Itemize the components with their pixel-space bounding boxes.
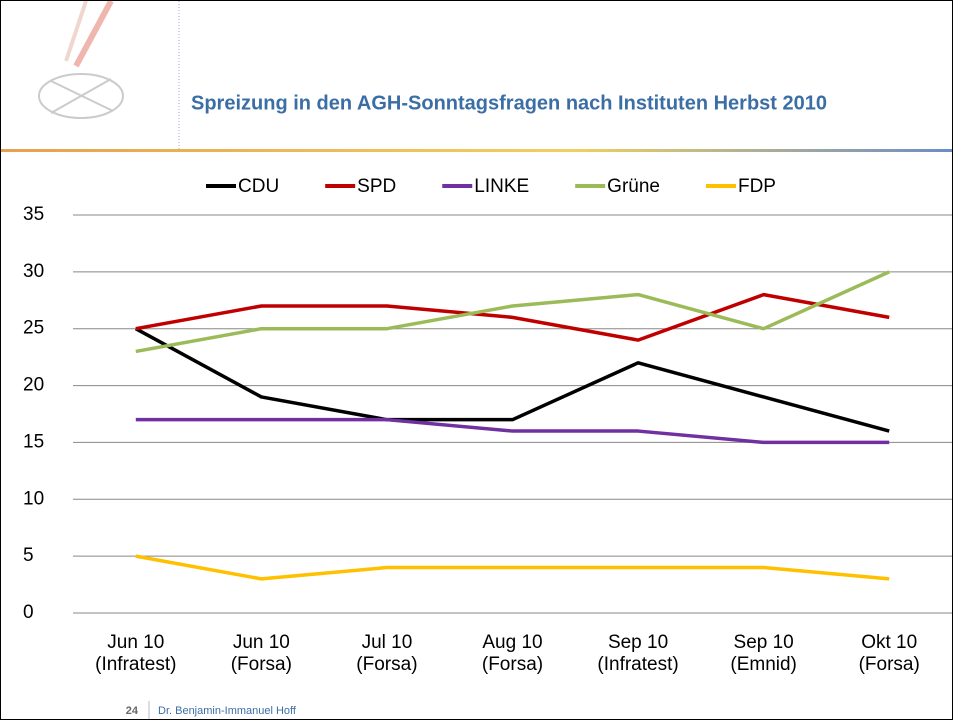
page-number: 24 (126, 705, 139, 717)
x-tick-label: Sep 10 (Infratest) (597, 632, 679, 675)
x-tick-label: Jun 10 (Forsa) (230, 632, 292, 675)
legend-label: SPD (357, 176, 396, 197)
series-line (135, 417, 890, 445)
series-line (134, 327, 890, 433)
slide-title: Spreizung in den AGH-Sonntagsfragen nach… (191, 92, 827, 114)
y-tick-label: 30 (23, 261, 44, 282)
series-line (135, 292, 890, 342)
y-tick-label: 10 (23, 488, 44, 509)
x-tick-label: Jul 10 (Forsa) (356, 632, 418, 675)
y-tick-label: 25 (23, 318, 44, 339)
y-tick-label: 0 (23, 602, 34, 623)
series-line (135, 270, 890, 354)
x-tick-label: Okt 10 (Forsa) (858, 632, 920, 675)
series-line (135, 554, 890, 581)
y-tick-label: 35 (23, 204, 44, 225)
legend-label: LINKE (474, 176, 529, 197)
header-line (1, 149, 952, 152)
y-tick-label: 20 (23, 375, 44, 396)
y-tick-label: 5 (23, 545, 34, 566)
y-tick-label: 15 (23, 431, 44, 452)
x-tick-label: Jun 10 (Infratest) (95, 632, 177, 675)
logo (38, 1, 124, 119)
x-tick-label: Sep 10 (Emnid) (730, 632, 797, 675)
x-tick-label: Aug 10 (Forsa) (481, 632, 544, 675)
legend-label: Grüne (607, 176, 660, 197)
footer-author: Dr. Benjamin-Immanuel Hoff (158, 705, 297, 717)
legend-label: FDP (738, 176, 776, 197)
legend-label: CDU (238, 176, 279, 197)
